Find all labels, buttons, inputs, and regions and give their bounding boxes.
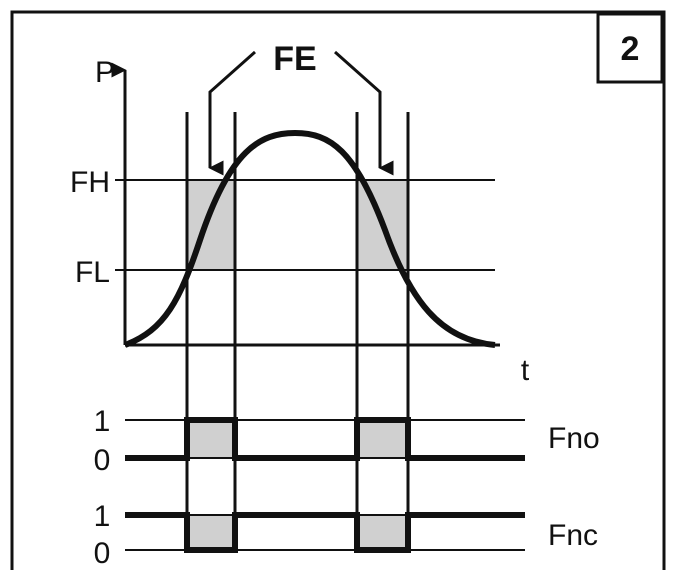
fe-arrow-left xyxy=(208,50,256,176)
fnc-label: Fnc xyxy=(548,519,598,552)
fh-label: FH xyxy=(70,166,110,199)
frame xyxy=(10,10,666,575)
x-axis-label: t xyxy=(521,354,530,387)
fno-signal xyxy=(125,417,525,461)
y-axis-label: P xyxy=(95,56,115,89)
window-fills xyxy=(187,180,408,550)
fe-label: FE xyxy=(273,40,316,78)
fnc-low-label: 0 xyxy=(94,537,111,570)
fe-arrow-right xyxy=(334,50,394,176)
pressure-curve xyxy=(123,129,496,348)
fno-label: Fno xyxy=(548,422,600,455)
figure-box xyxy=(596,12,664,84)
fnc-signal xyxy=(125,512,525,553)
fl-label: FL xyxy=(75,256,110,289)
figure-number: 2 xyxy=(621,30,640,68)
window-edges xyxy=(185,112,410,552)
fno-low-label: 0 xyxy=(94,444,111,477)
fno-high-label: 1 xyxy=(94,405,111,438)
fnc-high-label: 1 xyxy=(94,500,111,533)
